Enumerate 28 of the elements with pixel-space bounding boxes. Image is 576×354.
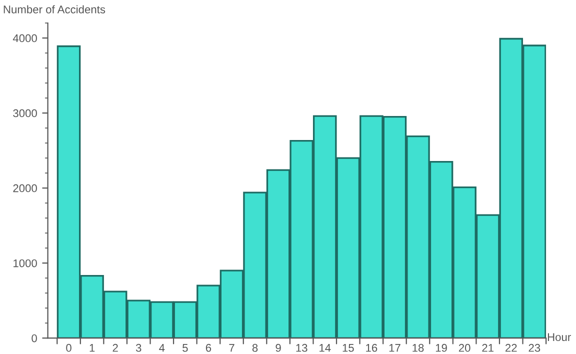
x-tick-label: 7: [229, 344, 234, 352]
y-tick-label: 0: [32, 334, 37, 342]
x-tick-label: 19: [436, 344, 447, 352]
x-tick-label: 0: [66, 344, 72, 352]
x-tick-label: 16: [366, 344, 378, 352]
x-tick-label: 9: [276, 344, 281, 352]
x-tick-label: 18: [412, 344, 424, 352]
y-tick-label: 3000: [13, 109, 37, 118]
x-tick-label: 3: [136, 344, 142, 352]
y-tick-label: 2000: [13, 184, 37, 192]
x-tick-label: 8: [252, 344, 258, 352]
x-tick-label: 4: [159, 344, 165, 352]
y-tick-label: 1000: [14, 259, 37, 268]
x-tick-label: 15: [342, 344, 354, 352]
y-tick-label: 4000: [12, 34, 37, 42]
x-tick-label: 14: [320, 344, 331, 352]
y-axis-title: Number of Accidents: [4, 5, 106, 14]
x-tick-label: 13: [296, 344, 308, 352]
x-tick-label: 1: [90, 344, 95, 352]
x-tick-label: 23: [528, 344, 540, 352]
x-tick-label: 22: [506, 344, 517, 352]
x-tick-label: 6: [206, 344, 212, 352]
x-tick-label: 21: [482, 344, 494, 352]
x-axis-title: Hour: [548, 333, 571, 342]
x-tick-label: 2: [112, 344, 118, 352]
x-tick-label: 5: [182, 344, 188, 352]
x-tick-label: 17: [389, 344, 400, 352]
x-tick-label: 20: [458, 344, 470, 352]
